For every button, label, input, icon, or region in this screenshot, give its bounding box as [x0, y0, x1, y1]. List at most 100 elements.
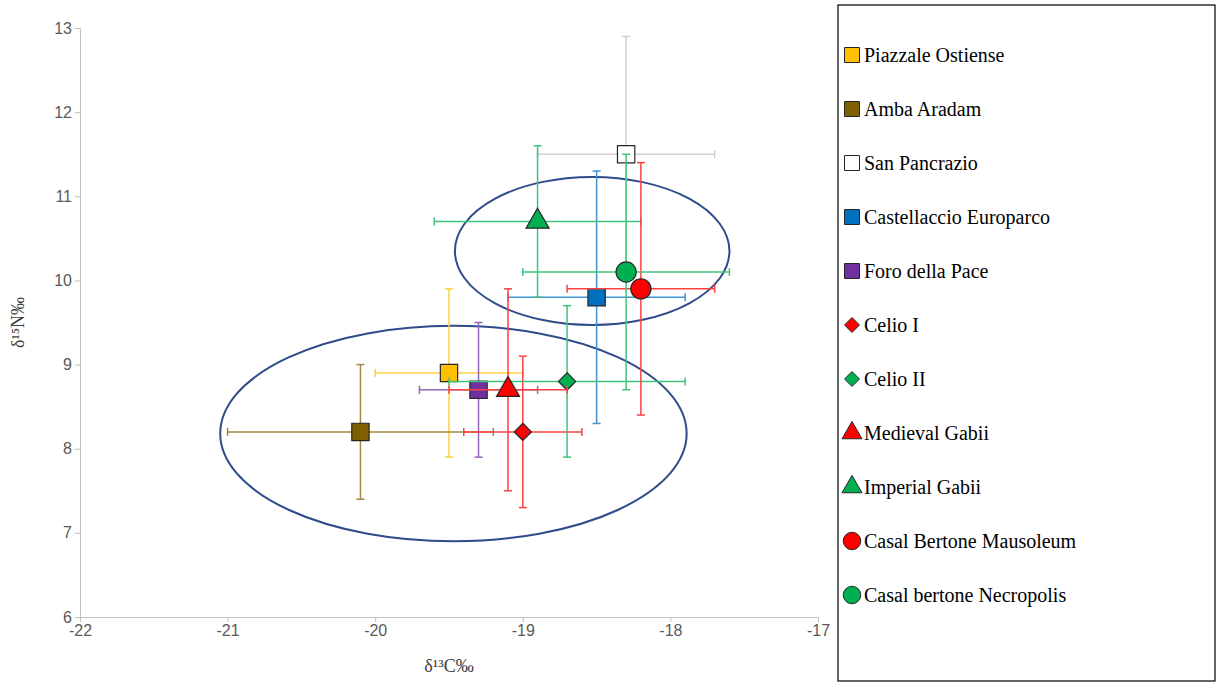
x-axis-title: δ¹³C‰	[424, 656, 473, 676]
tick-mark	[375, 617, 376, 622]
legend-label: Imperial Gabii	[864, 476, 982, 499]
error-cap	[504, 288, 512, 290]
error-cap	[637, 162, 645, 164]
tick-mark	[75, 617, 80, 618]
legend-marker	[843, 586, 860, 603]
error-cap	[445, 456, 453, 458]
error-cap	[227, 428, 229, 436]
axis-line	[81, 617, 819, 618]
error-cap	[566, 386, 568, 394]
legend-label: Celio I	[864, 314, 919, 336]
legend-item: Celio II	[845, 368, 926, 390]
series	[228, 365, 494, 500]
tick: 6	[63, 609, 80, 626]
group-ellipse	[220, 326, 686, 541]
tick-label: 10	[54, 272, 72, 289]
error-cap	[433, 218, 435, 226]
legend-label: Amba Aradam	[864, 98, 982, 120]
tick-label: -18	[659, 622, 682, 639]
error-cap	[581, 428, 583, 436]
tick: -22	[69, 617, 92, 639]
y-axis: 678910111213	[54, 20, 80, 626]
legend-box	[838, 5, 1215, 681]
error-cap	[593, 170, 601, 172]
tick: 13	[54, 20, 80, 37]
tick-label: 7	[63, 524, 72, 541]
tick-mark	[523, 617, 524, 622]
legend-marker	[845, 156, 860, 171]
tick: -17	[807, 617, 830, 639]
error-cap	[622, 389, 630, 391]
legend-marker	[843, 532, 860, 549]
error-cap	[356, 364, 364, 366]
tick: 7	[63, 524, 80, 541]
tick: -20	[364, 617, 387, 639]
error-cap	[519, 507, 527, 509]
tick-label: 13	[54, 20, 72, 37]
error-cap	[448, 377, 450, 385]
error-cap	[522, 268, 524, 276]
tick-label: -22	[69, 622, 92, 639]
point	[352, 423, 369, 440]
error-cap	[714, 150, 716, 158]
legend-label: Medieval Gabii	[864, 422, 989, 444]
series	[508, 171, 685, 423]
tick-label: -21	[217, 622, 240, 639]
legend-label: Foro della Pace	[864, 260, 989, 282]
error-line	[538, 153, 715, 155]
legend-item: Amba Aradam	[845, 98, 982, 120]
axis-line	[80, 29, 81, 618]
error-cap	[504, 490, 512, 492]
legend-item: Foro della Pace	[845, 260, 989, 282]
series	[464, 356, 582, 507]
tick-mark	[75, 28, 80, 29]
error-cap	[448, 386, 450, 394]
tick-label: 12	[54, 104, 72, 121]
legend-label: Celio II	[864, 368, 926, 390]
error-cap	[463, 428, 465, 436]
legend-label: Casal bertone Necropolis	[864, 584, 1066, 607]
tick-mark	[75, 533, 80, 534]
y-axis-title: δ¹⁵N‰	[8, 297, 28, 348]
legend-marker	[845, 102, 860, 117]
point	[616, 262, 636, 282]
tick: 9	[63, 356, 80, 373]
tick-mark	[75, 280, 80, 281]
tick-mark	[75, 365, 80, 366]
error-cap	[563, 305, 571, 307]
tick: -18	[659, 617, 682, 639]
tick: 11	[55, 188, 80, 205]
point	[497, 377, 520, 397]
series	[434, 146, 641, 297]
error-cap	[622, 153, 630, 155]
legend-marker	[845, 210, 860, 225]
legend-item: San Pancrazio	[845, 152, 978, 174]
tick-mark	[75, 449, 80, 450]
error-cap	[684, 377, 686, 385]
plot-area	[220, 36, 729, 541]
x-axis: -22 -21 -20 -19 -18 -17	[69, 617, 830, 639]
tick: 10	[54, 272, 80, 289]
legend-label: Piazzale Ostiense	[864, 44, 1005, 66]
tick-label: -19	[512, 622, 535, 639]
point	[631, 279, 651, 299]
legend-item: Medieval Gabii	[842, 421, 989, 444]
error-cap	[637, 414, 645, 416]
tick-mark	[80, 617, 81, 622]
legend-label: San Pancrazio	[864, 152, 978, 174]
error-cap	[534, 145, 542, 147]
legend-item: Castellaccio Europarco	[845, 206, 1051, 229]
legend-label: Casal Bertone Mausoleum	[864, 530, 1077, 552]
error-cap	[519, 355, 527, 357]
tick-label: 6	[63, 609, 72, 626]
series	[567, 163, 715, 415]
tick: -21	[217, 617, 240, 639]
series	[449, 306, 685, 457]
legend-marker	[845, 318, 860, 333]
tick-label: 9	[63, 356, 72, 373]
error-cap	[563, 456, 571, 458]
error-cap	[534, 297, 542, 299]
point	[514, 423, 531, 440]
error-cap	[419, 386, 421, 394]
legend-marker	[842, 475, 862, 492]
